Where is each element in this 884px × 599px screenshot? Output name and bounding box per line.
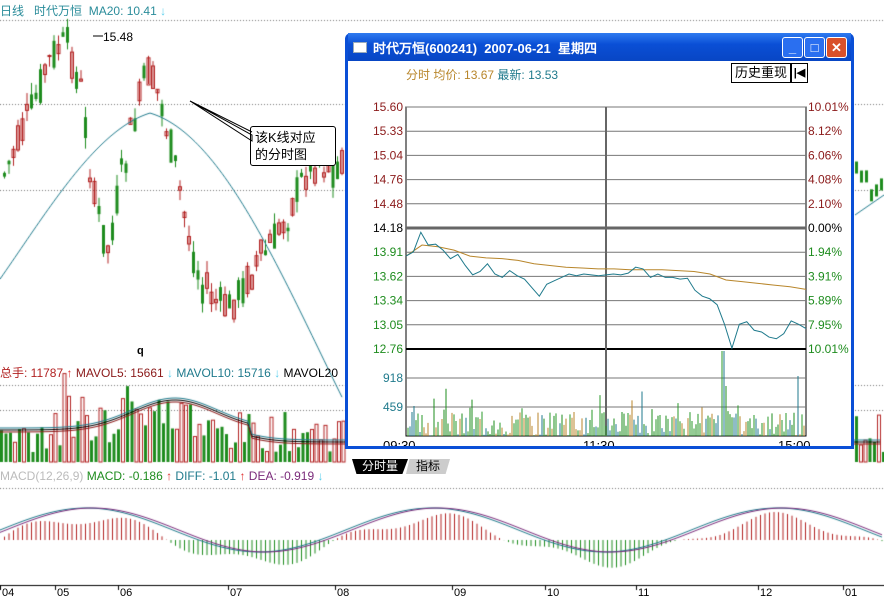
price-line bbox=[405, 231, 807, 350]
price-tick: 13.34 bbox=[373, 294, 403, 308]
arrow-down-icon: ↓ bbox=[270, 366, 284, 380]
tab-indicator[interactable]: 指标 bbox=[406, 459, 451, 474]
arrow-up-icon: ↑ bbox=[162, 469, 176, 483]
window-titlebar[interactable]: 时代万恒(600241) 2007-06-21 星期四 _ □ ✕ bbox=[348, 33, 851, 61]
intraday-header: 分时 均价: 13.67 最新: 13.53 bbox=[406, 66, 558, 83]
dea-value: DEA: -0.919 bbox=[248, 469, 315, 483]
window-icon bbox=[353, 41, 367, 53]
time-tick: 09:30 bbox=[383, 438, 416, 446]
intraday-plot: 15.60 10.01% 15.33 8.12% 15.04 6.06% 14.76 4.08… bbox=[373, 100, 849, 446]
price-tick: 14.48 bbox=[373, 197, 403, 211]
back-arrow-icon[interactable]: |◀ bbox=[791, 63, 808, 83]
month-label: 12 bbox=[760, 587, 773, 599]
pct-tick: 2.10% bbox=[808, 197, 842, 211]
stock-name: 时代万恒 bbox=[34, 4, 83, 18]
price-tick: 13.91 bbox=[373, 245, 403, 259]
intraday-chart: 分时 均价: 13.67 最新: 13.53 历史重现 |◀ 15.60 10.0… bbox=[348, 61, 851, 474]
macd-name: MACD(12,26,9) bbox=[0, 469, 84, 483]
pct-tick: 5.89% bbox=[808, 294, 842, 308]
avg-price-line bbox=[405, 244, 807, 290]
pct-tick: 7.95% bbox=[808, 318, 842, 332]
pct-tick: 6.06% bbox=[808, 148, 842, 162]
price-tick: 14.18 bbox=[373, 221, 403, 235]
header-prefix: 分时 bbox=[406, 68, 431, 82]
intraday-window[interactable]: 时代万恒(600241) 2007-06-21 星期四 _ □ ✕ 分时 均价:… bbox=[345, 33, 854, 474]
window-title: 时代万恒(600241) 2007-06-21 星期四 bbox=[373, 40, 597, 56]
month-label: 05 bbox=[57, 587, 70, 599]
month-label: 08 bbox=[337, 587, 350, 599]
pct-tick: 1.94% bbox=[808, 245, 842, 259]
minimize-button[interactable]: _ bbox=[782, 37, 803, 58]
annotation-line2: 的分时图 bbox=[255, 147, 308, 162]
macd-header: MACD(12,26,9) MACD: -0.186 ↑ DIFF: -1.01… bbox=[0, 469, 324, 483]
annotation-callout: 该K线对应 的分时图 bbox=[250, 126, 336, 166]
history-replay-button[interactable]: 历史重现 bbox=[731, 63, 791, 83]
time-tick: 15:00 bbox=[778, 438, 811, 446]
pct-tick: 3.91% bbox=[808, 269, 842, 283]
high-price-marker: 15.48 bbox=[103, 30, 134, 44]
volume-header: 总手: 11787 ↑ MAVOL5: 15661 ↓ MAVOL10: 157… bbox=[0, 364, 338, 381]
month-label: 10 bbox=[547, 587, 560, 599]
month-label: 07 bbox=[230, 587, 243, 599]
diff-value: DIFF: -1.01 bbox=[175, 469, 237, 483]
arrow-down-icon: ↓ bbox=[160, 4, 167, 18]
arrow-down-icon: ↓ bbox=[163, 366, 177, 380]
low-marker: q bbox=[137, 345, 144, 357]
volume-tick: 918 bbox=[383, 371, 403, 385]
latest-price: 最新: 13.53 bbox=[497, 68, 559, 82]
period-label: 日线 bbox=[0, 4, 25, 18]
ma20-value: MA20: 10.41 bbox=[88, 4, 157, 18]
time-tick: 11:30 bbox=[583, 438, 615, 446]
macd-value: MACD: -0.186 bbox=[86, 469, 163, 483]
pct-tick: 8.12% bbox=[808, 124, 842, 138]
price-tick: 13.05 bbox=[373, 318, 403, 332]
month-label: 04 bbox=[2, 587, 15, 599]
arrow-up-icon: ↑ bbox=[63, 366, 76, 380]
avg-price: 均价: 13.67 bbox=[433, 68, 495, 82]
annotation-line1: 该K线对应 bbox=[255, 130, 316, 145]
kline-header: 日线 时代万恒 MA20: 10.41 ↓ bbox=[0, 2, 166, 19]
total-volume: 总手: 11787 bbox=[0, 366, 64, 380]
maximize-button[interactable]: □ bbox=[804, 37, 825, 58]
pct-tick: 4.08% bbox=[808, 173, 842, 187]
volume-tick: 459 bbox=[383, 400, 403, 414]
mavol5: MAVOL5: 15661 bbox=[75, 366, 164, 380]
mavol20: MAVOL20 bbox=[283, 366, 338, 380]
tab-intraday-volume[interactable]: 分时量 bbox=[352, 459, 409, 474]
month-label: 06 bbox=[120, 587, 133, 599]
price-tick: 12.76 bbox=[373, 342, 403, 356]
arrow-down-icon: ↓ bbox=[314, 469, 324, 483]
price-tick: 15.33 bbox=[373, 124, 403, 138]
pct-tick: 0.00% bbox=[808, 221, 842, 235]
pct-tick: 10.01% bbox=[808, 100, 849, 114]
arrow-up-icon: ↑ bbox=[236, 469, 249, 483]
price-tick: 15.04 bbox=[373, 148, 403, 162]
pct-tick: 10.01% bbox=[808, 342, 849, 356]
price-tick: 13.62 bbox=[373, 269, 403, 283]
month-label: 09 bbox=[454, 587, 467, 599]
price-tick: 15.60 bbox=[373, 100, 403, 114]
month-label: 01 bbox=[845, 587, 858, 599]
price-tick: 14.76 bbox=[373, 173, 403, 187]
mavol10: MAVOL10: 15716 bbox=[176, 366, 271, 380]
month-label: 11 bbox=[638, 587, 650, 599]
close-button[interactable]: ✕ bbox=[826, 37, 847, 58]
